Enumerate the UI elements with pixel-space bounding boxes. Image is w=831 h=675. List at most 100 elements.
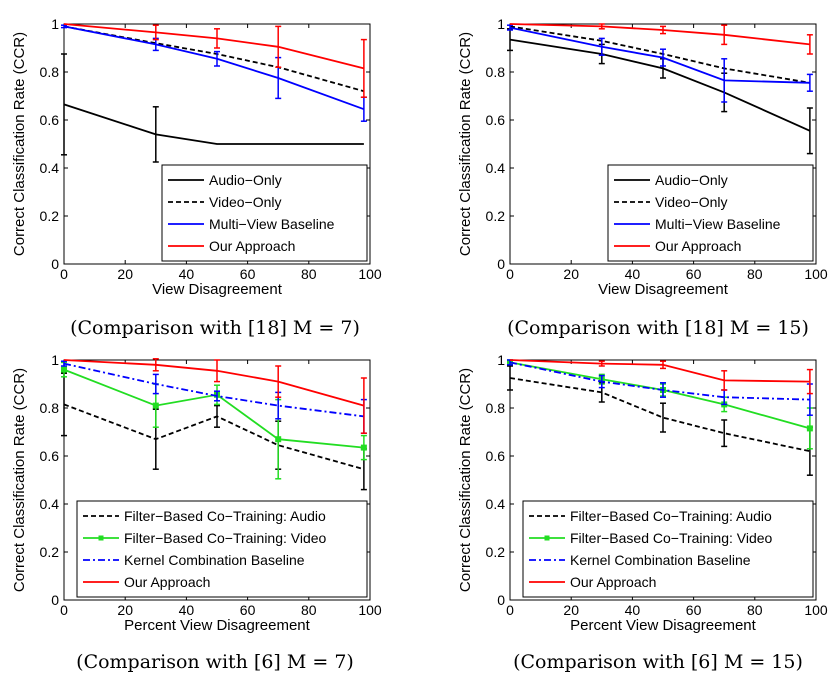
y-tick-label: 0.4	[486, 160, 506, 176]
legend-entry: Filter−Based Co−Training: Video	[570, 530, 773, 546]
chart-panel-2: 0 20 40 60 80 100 0 0.2 0.4 0.6 0.8 1 View Disagreem…	[457, 16, 828, 339]
data-point-marker	[360, 444, 367, 451]
x-axis-label: View Disagreement	[598, 281, 729, 298]
y-tick-label: 0.2	[486, 208, 506, 224]
x-tick-label: 60	[686, 266, 702, 282]
y-tick-label: 0.4	[40, 160, 60, 176]
chart-panel-3: 0 20 40 60 80 100 0 0.2 0.4 0.6 0.8 1 Percent View D…	[11, 352, 382, 673]
x-tick-label: 0	[506, 266, 514, 282]
legend-entry: Video−Only	[655, 194, 728, 210]
chart-caption: (Comparison with [6] M = 15)	[513, 651, 803, 673]
x-tick-label: 80	[301, 266, 317, 282]
legend: Audio−Only Video−Only Multi−View Baseline O…	[607, 164, 814, 262]
legend-entry: Kernel Combination Baseline	[124, 552, 305, 568]
legend-entry: Our Approach	[570, 574, 656, 590]
legend: Filter−Based Co−Training: Audio Filter−Ba…	[76, 500, 368, 598]
legend-entry: Multi−View Baseline	[209, 216, 335, 232]
legend-entry: Filter−Based Co−Training: Audio	[570, 508, 772, 524]
y-tick-label: 0	[497, 592, 505, 608]
x-tick-label: 60	[240, 602, 256, 618]
series-group	[507, 23, 813, 155]
legend-entry: Multi−View Baseline	[655, 216, 781, 232]
x-tick-label: 20	[563, 266, 579, 282]
x-tick-label: 80	[747, 602, 763, 618]
y-tick-label: 0.6	[40, 448, 60, 464]
legend-entry: Audio−Only	[209, 172, 282, 188]
legend-entry: Our Approach	[209, 238, 295, 254]
y-tick-label: 0.8	[486, 64, 506, 80]
y-tick-label: 0.6	[486, 112, 506, 128]
chart-caption: (Comparison with [18] M = 15)	[507, 317, 809, 339]
y-tick-label: 0.4	[40, 496, 60, 512]
legend-entry: Audio−Only	[655, 172, 728, 188]
y-tick-label: 0	[51, 592, 59, 608]
x-tick-label: 0	[60, 266, 68, 282]
x-tick-label: 0	[506, 602, 514, 618]
legend-entry: Filter−Based Co−Training: Audio	[124, 508, 326, 524]
legend-entry: Our Approach	[655, 238, 741, 254]
x-tick-label: 0	[60, 602, 68, 618]
x-tick-label: 100	[358, 602, 382, 618]
series-group	[61, 358, 367, 491]
y-axis-label: Correct Classification Rate (CCR)	[457, 368, 474, 592]
x-tick-label: 40	[625, 602, 641, 618]
x-tick-label: 40	[625, 266, 641, 282]
chart-caption: (Comparison with [6] M = 7)	[76, 651, 354, 673]
x-axis-label: View Disagreement	[152, 281, 283, 298]
data-point-marker	[152, 402, 159, 409]
legend-marker	[544, 535, 550, 541]
x-tick-label: 20	[117, 266, 133, 282]
x-tick-label: 100	[358, 266, 382, 282]
x-tick-label: 20	[563, 602, 579, 618]
y-tick-label: 0.2	[486, 544, 506, 560]
y-axis-label: Correct Classification Rate (CCR)	[11, 368, 28, 592]
x-tick-label: 40	[179, 602, 195, 618]
legend-entry: Video−Only	[209, 194, 282, 210]
x-axis-label: Percent View Disagreement	[124, 617, 310, 634]
y-axis-label: Correct Classification Rate (CCR)	[11, 32, 28, 256]
x-tick-label: 60	[240, 266, 256, 282]
data-point-marker	[61, 366, 67, 373]
chart-panel-1: 0 20 40 60 80 100 0 0.2 0.4 0.6 0.8 1 View Disagreem…	[11, 16, 382, 339]
y-tick-label: 0.8	[486, 400, 506, 416]
legend-box	[607, 164, 814, 262]
x-axis-label: Percent View Disagreement	[570, 617, 756, 634]
x-tick-label: 100	[804, 602, 828, 618]
y-tick-label: 1	[51, 16, 59, 32]
legend-entry: Our Approach	[124, 574, 210, 590]
data-point-marker	[275, 436, 282, 443]
x-tick-label: 40	[179, 266, 195, 282]
x-tick-label: 80	[747, 266, 763, 282]
y-tick-label: 0.6	[486, 448, 506, 464]
x-tick-label: 80	[301, 602, 317, 618]
chart-panel-4: 0 20 40 60 80 100 0 0.2 0.4 0.6 0.8 1 Percent View D…	[457, 352, 828, 673]
legend: Filter−Based Co−Training: Audio Filter−Ba…	[522, 500, 814, 598]
y-tick-label: 1	[497, 352, 505, 368]
legend-box	[522, 500, 814, 598]
chart-caption: (Comparison with [18] M = 7)	[70, 317, 360, 339]
series-line-1	[63, 103, 364, 145]
x-tick-label: 20	[117, 602, 133, 618]
legend: Audio−Only Video−Only Multi−View Baseline O…	[161, 164, 368, 262]
y-tick-label: 0.2	[40, 544, 60, 560]
y-tick-label: 0	[497, 256, 505, 272]
y-tick-label: 1	[497, 16, 505, 32]
legend-box	[161, 164, 368, 262]
series-group	[61, 23, 367, 163]
series-line-1	[509, 377, 811, 453]
legend-marker	[98, 535, 104, 541]
y-tick-label: 0.4	[486, 496, 506, 512]
x-tick-label: 60	[686, 602, 702, 618]
y-tick-label: 0.2	[40, 208, 60, 224]
y-tick-label: 0.6	[40, 112, 60, 128]
legend-entry: Kernel Combination Baseline	[570, 552, 751, 568]
legend-box	[76, 500, 368, 598]
x-tick-label: 100	[804, 266, 828, 282]
legend-entry: Filter−Based Co−Training: Video	[124, 530, 327, 546]
y-tick-label: 0	[51, 256, 59, 272]
y-tick-label: 0.8	[40, 400, 60, 416]
series-group	[507, 359, 813, 476]
y-tick-label: 1	[51, 352, 59, 368]
data-point-marker	[806, 425, 813, 432]
